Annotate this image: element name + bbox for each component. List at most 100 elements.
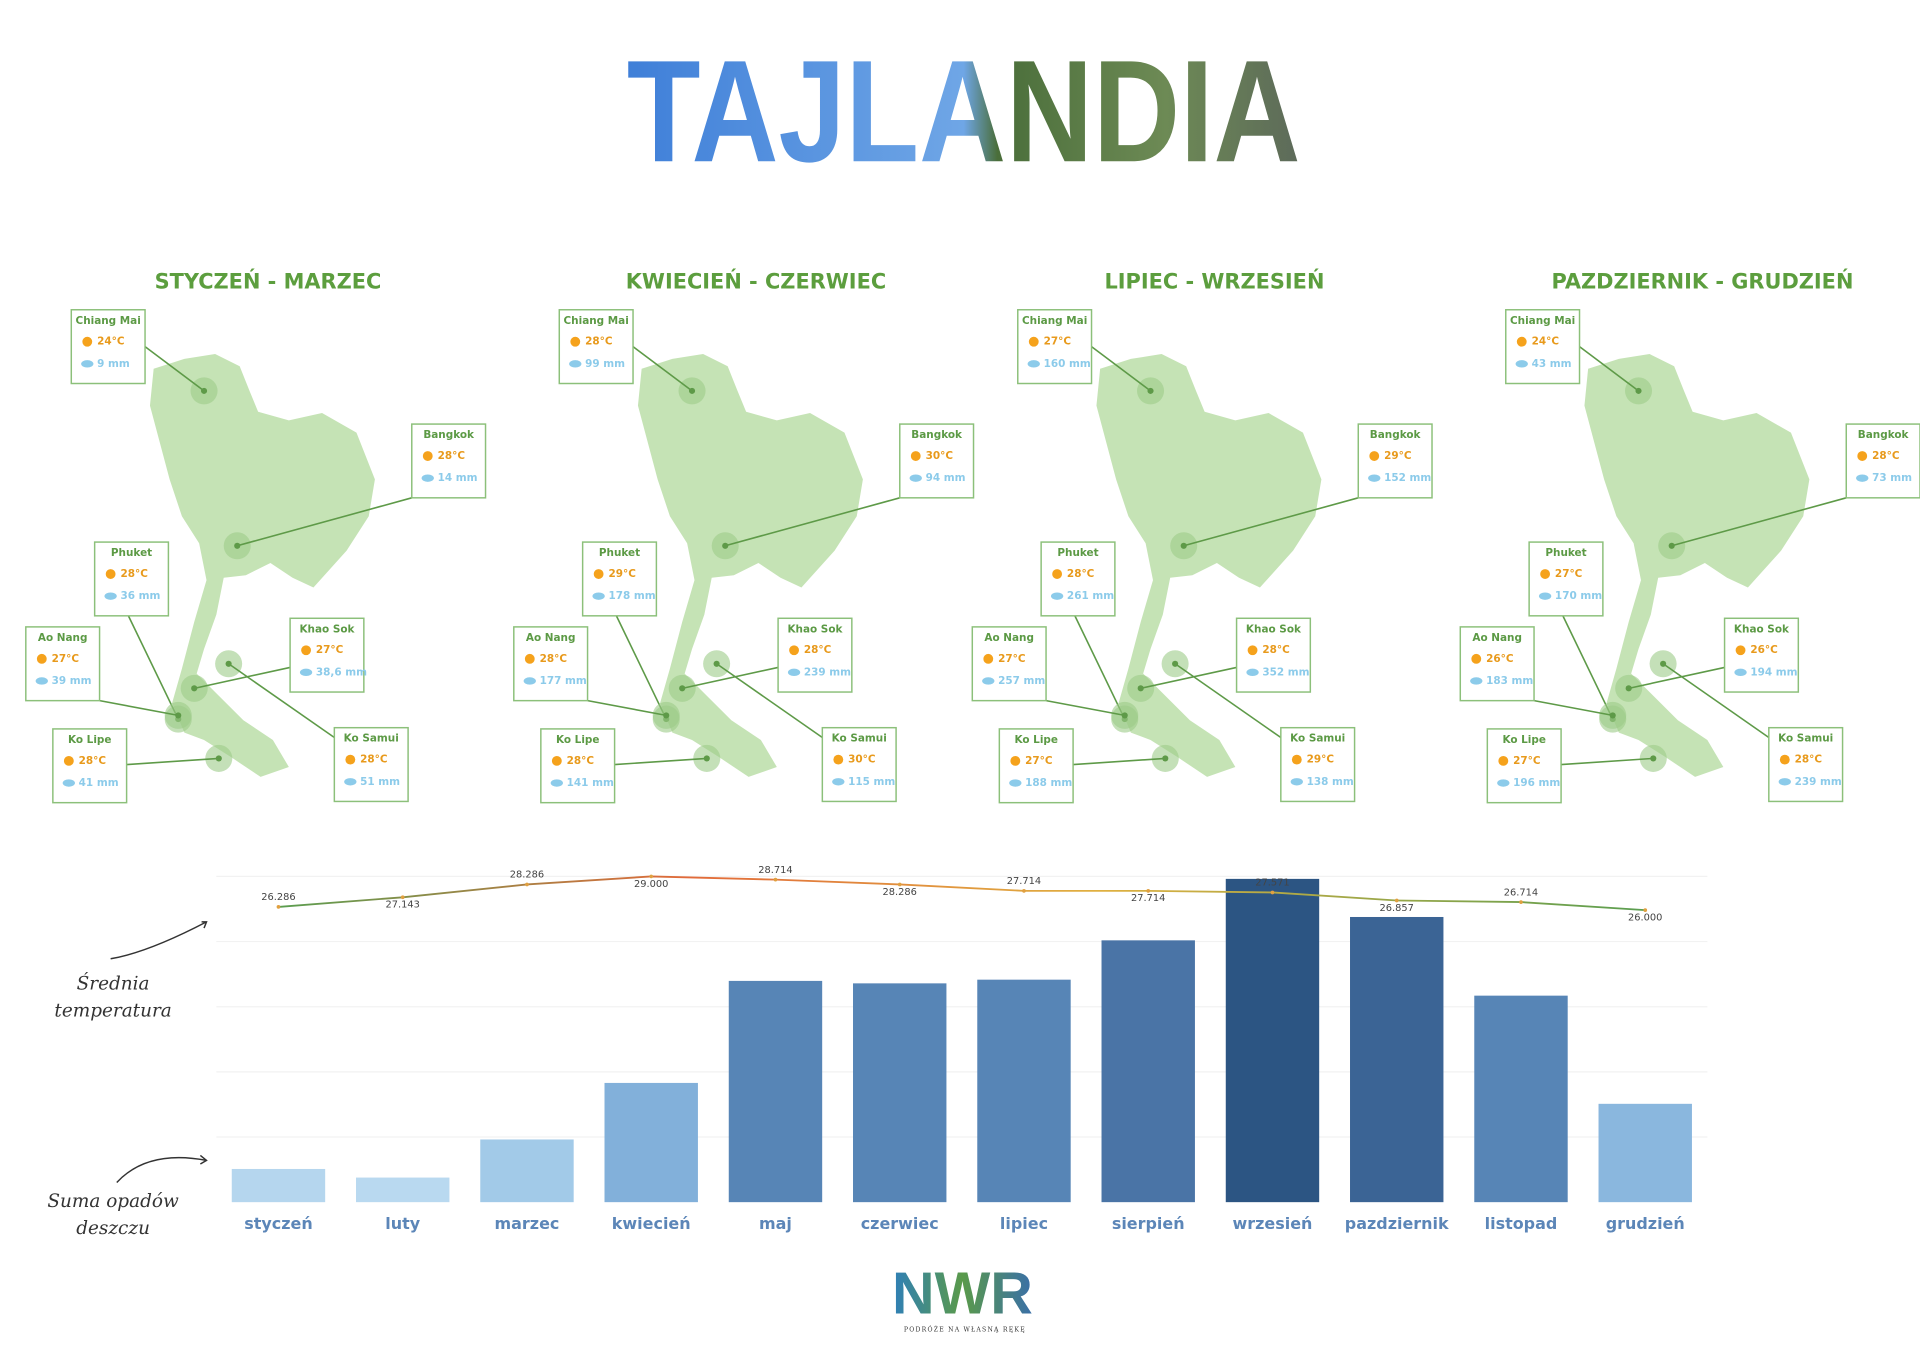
sun-icon bbox=[789, 645, 799, 656]
sun-icon bbox=[524, 653, 535, 664]
x-tick-label: luty bbox=[385, 1214, 420, 1233]
location-card bbox=[1459, 626, 1535, 702]
leader-line bbox=[1662, 663, 1770, 739]
location-rain: 94 mm bbox=[926, 472, 966, 484]
cloud-icon bbox=[592, 592, 605, 600]
sun-icon bbox=[910, 451, 921, 461]
location-card bbox=[998, 728, 1074, 804]
location-card bbox=[411, 423, 487, 499]
location-rain: 73 mm bbox=[1872, 472, 1912, 484]
location-name: Phuket bbox=[111, 547, 152, 559]
cloud-icon bbox=[1515, 360, 1528, 368]
annotation-arrow-head bbox=[199, 1154, 208, 1165]
sun-icon bbox=[422, 451, 433, 461]
location-temp: 29°C bbox=[1307, 754, 1334, 766]
rain-bar bbox=[1598, 1103, 1692, 1203]
season-title: PAZDZIERNIK - GRUDZIEŃ bbox=[1551, 269, 1853, 294]
temperature-point bbox=[525, 882, 529, 887]
location-temp: 28°C bbox=[438, 450, 465, 462]
location-dot bbox=[1162, 755, 1169, 762]
location-rain: 51 mm bbox=[360, 776, 400, 788]
location-name: Ko Samui bbox=[832, 733, 887, 745]
location-rain: 36 mm bbox=[120, 590, 160, 602]
cloud-icon bbox=[523, 677, 536, 685]
cloud-icon bbox=[1497, 779, 1510, 787]
location-dot bbox=[1172, 660, 1179, 667]
location-temp: 24°C bbox=[1532, 336, 1559, 348]
page-title: TAJLANDIA bbox=[627, 30, 1301, 192]
leader-line bbox=[682, 666, 779, 690]
cloud-icon bbox=[81, 360, 94, 368]
cloud-icon bbox=[1856, 474, 1869, 482]
rain-bar bbox=[480, 1139, 574, 1203]
cloud-icon bbox=[982, 677, 995, 685]
annotation-arrow bbox=[116, 1156, 207, 1183]
location-rain: 239 mm bbox=[804, 666, 851, 678]
temperature-label: 28.714 bbox=[758, 865, 792, 876]
leader-line bbox=[127, 614, 179, 720]
location-card bbox=[1357, 423, 1433, 499]
cloud-icon bbox=[1368, 474, 1381, 482]
sun-icon bbox=[1369, 451, 1380, 461]
cloud-icon bbox=[344, 778, 357, 786]
location-card bbox=[52, 728, 128, 804]
rain-bar bbox=[356, 1177, 450, 1203]
rain-bar bbox=[1225, 878, 1320, 1203]
leader-line bbox=[126, 757, 219, 766]
leader-line bbox=[1671, 497, 1847, 547]
sun-icon bbox=[82, 336, 93, 347]
location-name: Ao Nang bbox=[526, 632, 576, 644]
location-temp: 27°C bbox=[1025, 755, 1052, 767]
x-tick-label: marzec bbox=[495, 1214, 560, 1233]
location-dot bbox=[1635, 387, 1642, 394]
logo-tagline: PODRÓŻE NA WŁASNĄ RĘKĘ bbox=[904, 1325, 1026, 1333]
annotation: Średnia bbox=[77, 972, 150, 995]
location-temp: 27°C bbox=[52, 653, 79, 665]
location-rain: 194 mm bbox=[1750, 666, 1797, 678]
location-name: Khao Sok bbox=[299, 623, 355, 635]
leader-line bbox=[1533, 699, 1613, 717]
location-temp: 29°C bbox=[1384, 450, 1411, 462]
location-rain: 138 mm bbox=[1307, 776, 1354, 788]
location-temp: 26°C bbox=[1486, 653, 1513, 665]
sun-icon bbox=[105, 569, 116, 579]
leader-line bbox=[587, 699, 667, 717]
location-temp: 28°C bbox=[1795, 754, 1822, 766]
cloud-icon bbox=[1290, 778, 1303, 786]
x-tick-label: sierpień bbox=[1112, 1214, 1185, 1233]
temperature-label: 26.857 bbox=[1380, 903, 1414, 914]
location-dot bbox=[1137, 685, 1144, 692]
leader-line bbox=[99, 699, 179, 717]
rain-bar bbox=[1101, 940, 1195, 1203]
annotation: deszczu bbox=[76, 1218, 150, 1239]
location-name: Ko Lipe bbox=[1014, 734, 1058, 746]
location-name: Ao Nang bbox=[38, 632, 88, 644]
leader-line bbox=[1174, 663, 1282, 739]
location-dot bbox=[1625, 685, 1632, 692]
location-temp: 26°C bbox=[1750, 644, 1777, 656]
sun-icon bbox=[301, 645, 311, 656]
sun-icon bbox=[1052, 569, 1063, 579]
season-title: STYCZEŃ - MARZEC bbox=[155, 269, 382, 294]
sun-icon bbox=[983, 653, 994, 664]
temperature-label: 26.286 bbox=[261, 892, 295, 903]
location-rain: 160 mm bbox=[1044, 358, 1091, 370]
location-name: Bangkok bbox=[1370, 429, 1422, 441]
location-rain: 178 mm bbox=[608, 590, 655, 602]
temperature-point bbox=[276, 905, 281, 909]
temperature-point bbox=[897, 882, 902, 887]
sun-icon bbox=[1471, 653, 1482, 664]
location-name: Ko Lipe bbox=[556, 734, 600, 746]
x-tick-label: lipiec bbox=[1000, 1214, 1048, 1233]
rain-bar bbox=[977, 979, 1071, 1203]
leader-line bbox=[716, 663, 823, 739]
leader-line bbox=[614, 757, 707, 766]
location-rain: 188 mm bbox=[1025, 777, 1072, 789]
sun-icon bbox=[1857, 451, 1868, 461]
rain-bar bbox=[728, 980, 823, 1203]
location-temp: 28°C bbox=[1262, 644, 1289, 656]
sun-icon bbox=[1735, 645, 1746, 656]
location-temp: 28°C bbox=[79, 755, 106, 767]
location-card bbox=[1280, 726, 1356, 803]
leader-line bbox=[228, 663, 335, 739]
